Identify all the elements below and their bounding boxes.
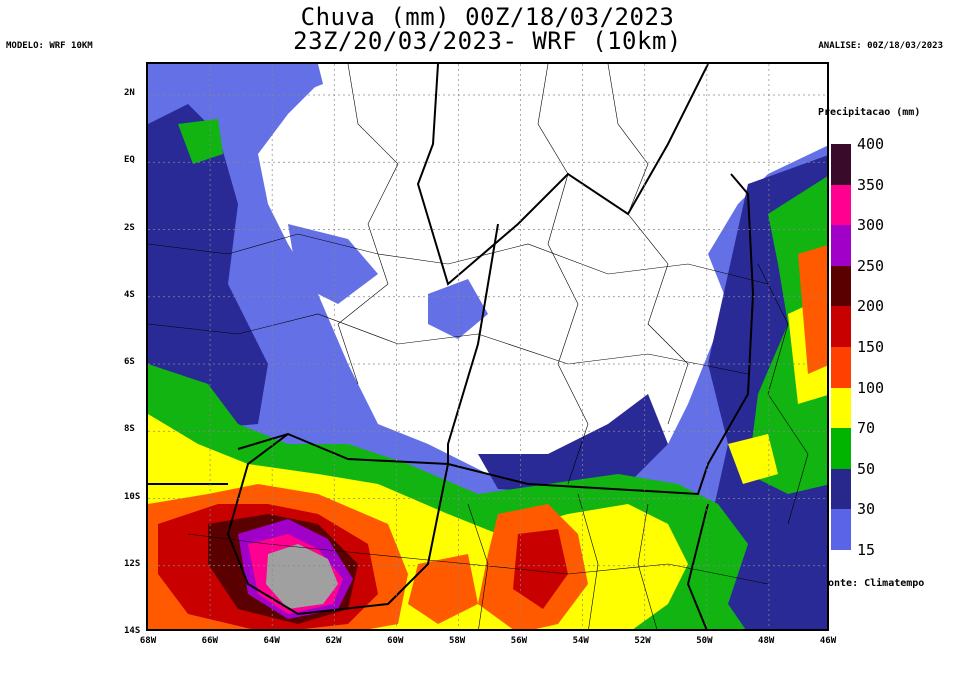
colorbar-swatch [831, 387, 851, 429]
border-line [416, 64, 709, 286]
precip-area-15-30 [428, 279, 488, 339]
map-canvas [148, 64, 827, 629]
longitude-tick: 50W [696, 636, 713, 646]
latitude-tick: EQ [124, 155, 135, 166]
model-label: MODELO: WRF 10KM [6, 41, 93, 51]
colorbar-level-label: 250 [857, 256, 885, 275]
title-line-2: 23Z/20/03/2023- WRF (10km) [293, 27, 682, 55]
precip-area-30-50 [148, 104, 268, 434]
municipal-line [577, 493, 599, 629]
colorbar-swatch [831, 428, 851, 469]
latitude-tick: 6S [124, 357, 135, 367]
precip-area-15-30 [278, 64, 323, 94]
longitude-tick: 58W [448, 636, 466, 646]
municipal-line [187, 533, 769, 585]
longitude-tick: 56W [510, 636, 528, 646]
title-line-1: Chuva (mm) 00Z/18/03/2023 [300, 3, 675, 31]
colorbar-swatch [831, 144, 851, 185]
municipal-line [467, 503, 489, 629]
latitude-tick: 10S [124, 491, 141, 502]
graticule [148, 64, 827, 629]
latitude-tick: 4S [124, 289, 135, 300]
precipitation-colorbar [831, 144, 851, 550]
colorbar-swatch [831, 184, 851, 226]
border-line [686, 503, 709, 629]
precip-area-100-150 [798, 245, 827, 374]
colorbar-swatch [831, 225, 851, 266]
precip-area-70-100 [728, 434, 778, 484]
colorbar-level-label: 300 [857, 216, 885, 235]
municipal-line [537, 64, 589, 485]
precip-area-30-50 [478, 394, 668, 494]
precip-area-100-150 [408, 554, 478, 624]
source-label: onte: Climatempo [828, 578, 925, 589]
longitude-tick: 52W [634, 636, 651, 646]
colorbar-swatch [831, 306, 851, 347]
legend-title: Precipitacao (mm) [818, 107, 921, 118]
colorbar-level-label: 150 [857, 338, 885, 356]
municipal-line [148, 313, 749, 375]
colorbar-swatch [831, 468, 851, 510]
precip-area-core [266, 544, 338, 609]
municipal-line [607, 64, 689, 425]
border-line [447, 173, 755, 496]
colorbar-level-label: 100 [857, 378, 885, 397]
longitude-tick: 62W [325, 636, 342, 646]
precipitation-map[interactable] [146, 62, 829, 631]
precip-area-150-200 [513, 529, 568, 609]
precip-area-50-70 [178, 119, 223, 164]
colorbar-level-label: 15 [857, 541, 876, 559]
longitude-tick: 68W [139, 636, 157, 646]
longitude-tick: 54W [572, 636, 589, 646]
colorbar-level-label: 200 [857, 297, 885, 316]
colorbar-swatch [831, 347, 851, 388]
colorbar-level-label: 400 [857, 135, 885, 153]
longitude-tick: 60W [387, 636, 404, 646]
longitude-tick: 64W [263, 636, 280, 646]
colorbar-swatch [831, 509, 851, 550]
colorbar-swatch [831, 265, 851, 307]
precip-area-15-30 [288, 224, 378, 304]
latitude-tick: 2N [124, 88, 135, 98]
analysis-label: ANALISE: 00Z/18/03/2023 [818, 41, 943, 51]
municipal-line [148, 233, 769, 285]
latitude-tick: 12S [124, 558, 141, 569]
colorbar-level-label: 70 [857, 419, 876, 438]
colorbar-level-label: 30 [857, 500, 876, 519]
latitude-tick: 8S [124, 424, 135, 435]
longitude-tick: 66W [201, 636, 218, 646]
border-line [226, 433, 449, 616]
colorbar-level-label: 350 [857, 175, 885, 194]
longitude-tick: 46W [819, 636, 837, 646]
municipal-line [337, 64, 399, 385]
colorbar-level-label: 50 [857, 459, 876, 478]
municipal-line [757, 263, 809, 525]
latitude-tick: 2S [124, 222, 135, 233]
latitude-tick: 14S [124, 626, 141, 636]
longitude-tick: 48W [758, 636, 775, 646]
